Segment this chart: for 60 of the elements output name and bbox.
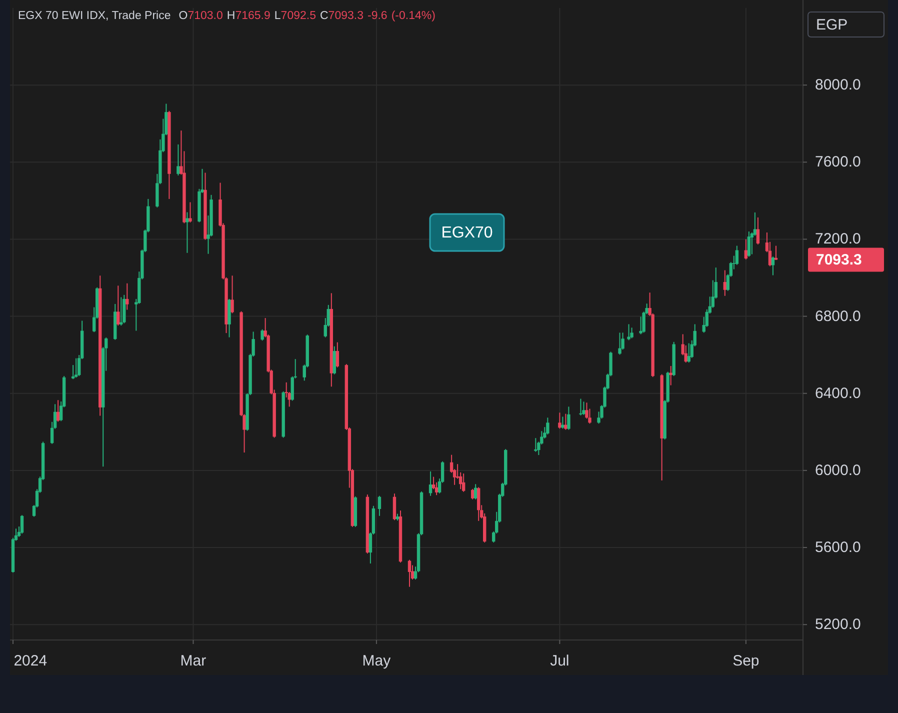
x-tick-label: May bbox=[362, 652, 392, 670]
candlestick bbox=[756, 216, 760, 245]
y-tick-label: 6400.0 bbox=[815, 384, 861, 402]
candlestick bbox=[564, 413, 568, 430]
candlestick bbox=[534, 438, 538, 452]
candlestick bbox=[56, 400, 60, 422]
x-tick-label: Sep bbox=[732, 652, 760, 670]
candlestick bbox=[74, 358, 78, 378]
candlestick bbox=[567, 406, 570, 430]
candlestick bbox=[621, 332, 624, 350]
candlestick bbox=[20, 514, 24, 534]
y-tick-label: 8000.0 bbox=[815, 76, 861, 94]
candlestick bbox=[558, 412, 562, 430]
candlestick bbox=[230, 275, 234, 314]
candlestick bbox=[392, 493, 396, 521]
y-tick-label: 5200.0 bbox=[815, 616, 861, 634]
text: EGP bbox=[816, 16, 848, 34]
y-tick-label: 6000.0 bbox=[815, 462, 861, 479]
candlestick bbox=[332, 346, 336, 375]
annotation: EGX70 bbox=[441, 224, 493, 242]
annotation: 7093.3 bbox=[816, 251, 862, 268]
candlestick bbox=[735, 245, 739, 266]
candlestick bbox=[579, 398, 582, 416]
candlestick bbox=[186, 212, 189, 254]
y-tick-label: 7600.0 bbox=[815, 154, 861, 171]
candlestick bbox=[474, 484, 478, 500]
y-tick-label: 5600.0 bbox=[815, 539, 861, 556]
candlestick bbox=[378, 495, 382, 516]
chart-title: EGX 70 EWI IDX, Trade Price bbox=[18, 10, 171, 22]
candlestick bbox=[630, 327, 634, 339]
candlestick bbox=[336, 342, 340, 368]
candlestick bbox=[627, 324, 630, 341]
candlestick bbox=[462, 473, 466, 492]
candlestick bbox=[126, 282, 129, 310]
candlestick bbox=[687, 342, 690, 364]
candlestick bbox=[428, 470, 432, 496]
candlestick bbox=[122, 294, 126, 324]
candlestick bbox=[470, 488, 474, 500]
text: O7103.0 H7165.9 L7092.5 C7093.3 -9.6 (-0.14%) bbox=[178, 10, 436, 22]
candlestick bbox=[771, 256, 775, 276]
candlestick bbox=[618, 332, 622, 356]
candlestick bbox=[582, 401, 586, 416]
candlestick bbox=[176, 144, 180, 176]
candlestick bbox=[116, 285, 120, 326]
candlestick bbox=[546, 417, 550, 435]
y-tick-label: 7200.0 bbox=[815, 230, 861, 248]
candlestick bbox=[585, 402, 588, 420]
candlestick bbox=[747, 231, 751, 258]
candlestick bbox=[723, 270, 726, 296]
candlestick bbox=[744, 238, 748, 260]
candlestick bbox=[774, 245, 778, 260]
x-tick-label: Mar bbox=[180, 652, 206, 670]
candlestick bbox=[408, 559, 412, 588]
y-tick-label: 6800.0 bbox=[815, 308, 861, 325]
x-tick-label: 2024 bbox=[14, 652, 48, 670]
x-tick-label: Jul bbox=[550, 652, 570, 670]
candlestick bbox=[188, 202, 192, 223]
candlestick bbox=[260, 328, 264, 342]
candlestick bbox=[476, 486, 480, 522]
candlestick bbox=[669, 366, 672, 386]
